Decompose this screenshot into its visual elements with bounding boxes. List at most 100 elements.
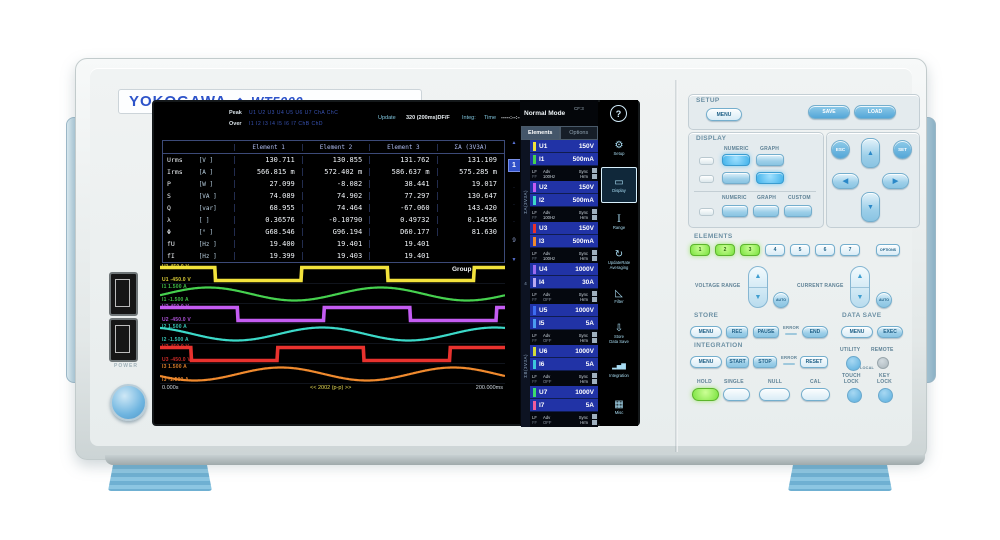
null-button[interactable] <box>759 388 790 401</box>
hold-button[interactable] <box>692 388 719 401</box>
sync-label: Sync <box>578 168 588 174</box>
element-range-row[interactable]: I3 500mA <box>530 235 598 248</box>
right-arrow-button[interactable]: ▶ <box>882 173 909 189</box>
lf-label: LF <box>532 373 537 379</box>
numeric-key-top[interactable] <box>722 154 750 166</box>
options-button[interactable]: OPTIONS <box>876 244 900 256</box>
voltage-auto-button[interactable]: AUTO <box>773 292 789 308</box>
measurement-value: 586.637 m <box>369 168 436 176</box>
element-range-row[interactable]: U2 150V <box>530 181 598 194</box>
set-button[interactable]: SET <box>893 140 912 159</box>
numeric-key-bottom[interactable] <box>722 205 748 217</box>
help-icon[interactable]: ? <box>610 105 627 122</box>
element-button-3[interactable]: 3 <box>740 244 760 256</box>
sync-source-boxes <box>590 414 598 425</box>
current-range-rocker[interactable]: ▲ ▼ <box>850 266 870 308</box>
voltage-range-rocker[interactable]: ▲ ▼ <box>748 266 768 308</box>
table-row: S [VA ] 74.089 74.902 77.297 130.647 <box>163 190 504 202</box>
element-sidebar: Normal Mode CF:3 Elements Options ΣA(3V3… <box>520 100 598 427</box>
current-auto-button[interactable]: AUTO <box>876 292 892 308</box>
sync-source-i <box>591 215 597 220</box>
element-range-row[interactable]: U6 1000V <box>530 345 598 358</box>
measurement-value: 566.815 m <box>234 168 301 176</box>
element-range-row[interactable]: I4 30A <box>530 276 598 289</box>
element-button-1[interactable]: 1 <box>690 244 710 256</box>
function-unit: [ ] <box>198 216 210 224</box>
element-color-chip <box>533 359 536 369</box>
cal-button[interactable] <box>801 388 830 401</box>
sync-source-u <box>591 414 597 419</box>
power-button[interactable] <box>110 384 147 421</box>
key-lock-button[interactable] <box>878 388 893 403</box>
esc-button[interactable]: ESC <box>831 140 850 159</box>
element-id: U1 <box>539 142 548 150</box>
element-button-4[interactable]: 4 <box>765 244 785 256</box>
load-button[interactable]: LOAD <box>854 105 896 119</box>
element-button-5[interactable]: 5 <box>790 244 810 256</box>
sync-label: Sync <box>578 291 588 297</box>
element-range-row[interactable]: I6 5A <box>530 358 598 371</box>
current-down-icon[interactable]: ▼ <box>856 293 864 301</box>
element-button-6[interactable]: 6 <box>815 244 835 256</box>
current-up-icon[interactable]: ▲ <box>851 267 869 288</box>
store-menu-button[interactable]: MENU <box>690 326 722 338</box>
voltage-up-icon[interactable]: ▲ <box>749 267 767 288</box>
adv-label: Adv <box>543 291 551 297</box>
tab-options[interactable]: Options <box>559 126 598 140</box>
touch-lock-button[interactable] <box>847 388 862 403</box>
integration-start-button[interactable]: START <box>726 356 749 368</box>
page-down-icon[interactable]: ▼ <box>511 256 517 263</box>
utility-button[interactable] <box>846 356 861 371</box>
element-range-row[interactable]: I7 5A <box>530 399 598 412</box>
setup-menu-button[interactable]: MENU <box>706 108 742 121</box>
rail-item-range[interactable]: I Range <box>601 204 637 240</box>
data-save-exec-button[interactable]: EXEC <box>877 326 903 338</box>
store-pause-button[interactable]: PAUSE <box>753 326 779 338</box>
voltage-down-icon[interactable]: ▼ <box>754 293 762 301</box>
rail-item-label: Averaging <box>609 264 629 270</box>
rail-item-store-data-save[interactable]: ⇩ Store Data Save <box>601 315 637 351</box>
sync-label: Sync <box>578 414 588 420</box>
element-range-row[interactable]: I1 500mA <box>530 153 598 166</box>
integration-menu-button[interactable]: MENU <box>690 356 722 368</box>
measurement-value: 19.401 <box>369 240 436 248</box>
element-range-row[interactable]: U3 150V <box>530 222 598 235</box>
misc-icon: ▦ <box>614 399 624 410</box>
graph-key-mid[interactable] <box>756 172 784 184</box>
rail-item-filter[interactable]: ◺ Filter <box>601 278 637 314</box>
element-range-row[interactable]: U7 1000V <box>530 386 598 399</box>
store-end-button[interactable]: END <box>802 326 828 338</box>
graph-key-bottom[interactable] <box>753 205 779 217</box>
integration-reset-button[interactable]: RESET <box>800 356 828 368</box>
element-range-row[interactable]: U4 1000V <box>530 263 598 276</box>
single-button[interactable] <box>723 388 750 401</box>
element-range-row[interactable]: U5 1000V <box>530 304 598 317</box>
sync-source-u <box>591 291 597 296</box>
tab-elements[interactable]: Elements <box>521 126 560 140</box>
store-rec-button[interactable]: REC <box>726 326 748 338</box>
element-id: U4 <box>539 265 548 273</box>
element-id: I2 <box>539 196 545 204</box>
element-range-row[interactable]: I2 500mA <box>530 194 598 207</box>
rail-item-display[interactable]: ▭ Display <box>601 167 637 203</box>
element-range-row[interactable]: U1 150V <box>530 140 598 153</box>
down-arrow-button[interactable]: ▼ <box>861 192 880 222</box>
rail-item-integration[interactable]: ▂▅▇ Integration <box>601 352 637 388</box>
page-up-icon[interactable]: ▲ <box>511 140 517 146</box>
up-arrow-button[interactable]: ▲ <box>861 138 880 168</box>
element-range-row[interactable]: I5 5A <box>530 317 598 330</box>
adv-label: Adv <box>543 332 551 338</box>
graph-key-top[interactable] <box>756 154 784 166</box>
custom-key[interactable] <box>784 205 812 217</box>
element-button-7[interactable]: 7 <box>840 244 860 256</box>
rail-item-misc[interactable]: ▦ Misc <box>601 389 637 425</box>
rail-item-update-rate-averaging[interactable]: ↻ UpdateRate Averaging <box>601 241 637 277</box>
rail-item-setup[interactable]: ⚙ Setup <box>601 130 637 166</box>
element-button-2[interactable]: 2 <box>715 244 735 256</box>
save-button[interactable]: SAVE <box>808 105 850 119</box>
sidebar-tabs: Elements Options <box>521 126 598 140</box>
left-arrow-button[interactable]: ◀ <box>832 173 859 189</box>
numeric-key-mid[interactable] <box>722 172 750 184</box>
data-save-menu-button[interactable]: MENU <box>841 326 873 338</box>
integration-stop-button[interactable]: STOP <box>753 356 777 368</box>
